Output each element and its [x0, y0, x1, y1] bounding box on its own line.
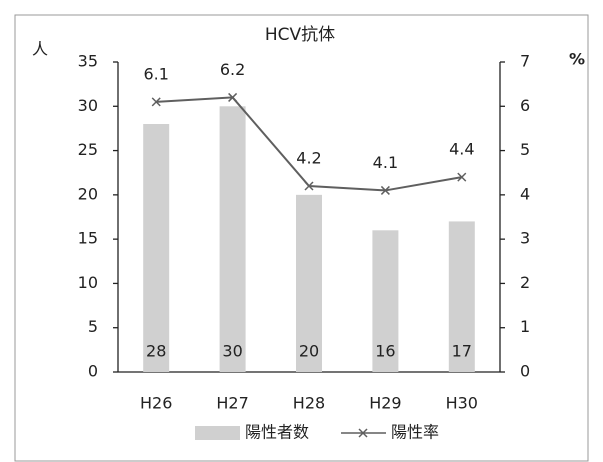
bar: [143, 124, 170, 372]
line-value-label: 6.2: [220, 60, 245, 79]
y-tick-label: 30: [78, 96, 98, 115]
legend-label: 陽性率: [391, 423, 439, 442]
y-tick-label: 10: [78, 273, 98, 292]
bar-value-label: 20: [299, 342, 319, 361]
chart-title: HCV抗体: [265, 25, 335, 45]
bar: [296, 194, 322, 372]
bar: [448, 221, 475, 372]
y2-tick-label: 3: [520, 229, 530, 248]
y-tick-label: 25: [78, 140, 98, 159]
y2-tick-label: 7: [520, 52, 530, 71]
line-marker: [304, 181, 314, 191]
y-tick-label: 15: [78, 229, 98, 248]
bar-value-label: 16: [375, 342, 395, 361]
line-marker: [380, 185, 390, 195]
x-tick-label: H28: [293, 394, 325, 413]
bar-value-label: 17: [452, 342, 472, 361]
line-marker: [228, 92, 238, 102]
x-tick-label: H30: [446, 394, 478, 413]
y2-tick-label: 2: [520, 273, 530, 292]
y2-tick-label: 1: [520, 317, 530, 336]
y-tick-label: 35: [78, 52, 98, 71]
legend-marker: [358, 428, 368, 438]
legend-label: 陽性者数: [245, 423, 309, 442]
x-tick-label: H29: [369, 394, 401, 413]
line-marker: [151, 97, 161, 107]
x-tick-label: H26: [140, 394, 172, 413]
bar: [372, 230, 399, 372]
y2-tick-label: 4: [520, 184, 530, 203]
y-axis-label: 人: [32, 40, 48, 59]
y-tick-label: 0: [88, 362, 98, 381]
bar-value-label: 28: [146, 342, 166, 361]
y2-tick-label: 6: [520, 96, 530, 115]
line-value-label: 6.1: [143, 64, 168, 83]
line-value-label: 4.4: [449, 140, 474, 159]
bar-value-label: 30: [222, 342, 242, 361]
x-tick-label: H27: [216, 394, 248, 413]
legend-swatch: [195, 426, 240, 440]
bar: [219, 106, 246, 373]
y-tick-label: 5: [88, 317, 98, 336]
line-value-label: 4.2: [296, 149, 321, 168]
line-marker: [457, 172, 467, 182]
y-tick-label: 20: [78, 184, 98, 203]
y2-tick-label: 5: [520, 140, 530, 159]
y2-axis-label: %: [569, 50, 585, 69]
line-value-label: 4.1: [373, 153, 398, 172]
y2-tick-label: 0: [520, 362, 530, 381]
